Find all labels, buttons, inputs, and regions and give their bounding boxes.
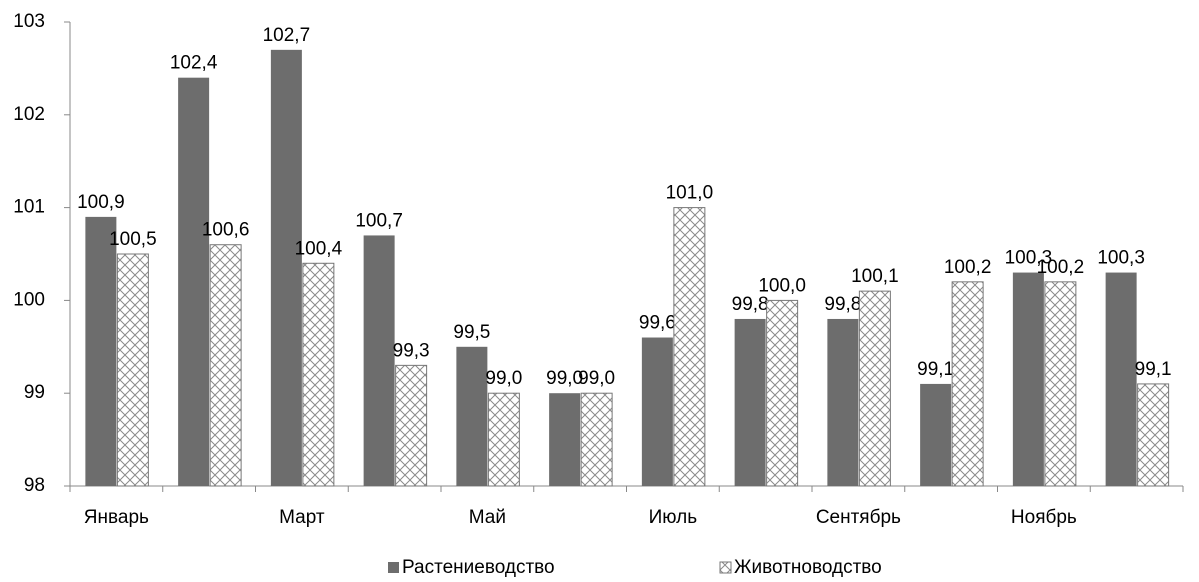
value-label: 99,0 [546, 368, 583, 389]
legend-label: Растениеводство [402, 557, 555, 578]
value-label: 99,0 [485, 368, 522, 389]
bar [1105, 272, 1137, 486]
y-tick-label: 100 [13, 289, 45, 310]
value-label: 100,3 [1097, 248, 1145, 269]
value-label: 100,0 [758, 275, 806, 296]
value-label: 100,2 [944, 257, 992, 278]
bar [456, 346, 488, 486]
y-tick-label: 99 [24, 382, 45, 403]
y-tick-label: 103 [13, 11, 45, 32]
value-label: 101,0 [666, 183, 714, 204]
value-label: 100,7 [355, 210, 403, 231]
value-label: 102,4 [170, 53, 218, 74]
bar [1137, 383, 1170, 487]
bar [951, 281, 984, 487]
y-tick-label: 101 [13, 197, 45, 218]
bar [549, 393, 581, 486]
bar [766, 299, 799, 487]
bar [116, 253, 149, 487]
bar [673, 207, 706, 487]
bar [734, 318, 766, 486]
x-tick-label: Сентябрь [816, 507, 901, 528]
value-label: 100,5 [109, 229, 157, 250]
bar [920, 383, 952, 486]
legend-swatch [388, 562, 399, 573]
value-label: 100,9 [77, 192, 125, 213]
bar [858, 290, 891, 487]
value-label: 99,1 [917, 359, 954, 380]
y-tick-label: 102 [13, 104, 45, 125]
x-tick-label: Май [469, 507, 506, 528]
bar [209, 244, 242, 487]
value-label: 102,7 [263, 25, 311, 46]
x-tick-label: Январь [84, 507, 149, 528]
value-label: 100,4 [295, 238, 343, 259]
y-tick-label: 98 [24, 475, 45, 496]
legend-swatch [719, 561, 732, 574]
value-label: 99,5 [453, 322, 490, 343]
bar [302, 262, 335, 487]
value-label: 99,8 [732, 294, 769, 315]
bar [580, 392, 613, 487]
value-label: 100,2 [1037, 257, 1085, 278]
bar [827, 318, 859, 486]
value-label: 99,0 [578, 368, 615, 389]
x-tick-label: Март [279, 507, 325, 528]
x-tick-label: Июль [649, 507, 698, 528]
value-label: 99,3 [393, 340, 430, 361]
bar [641, 337, 673, 486]
x-tick-label: Ноябрь [1011, 507, 1077, 528]
legend-label: Животноводство [734, 557, 882, 578]
value-label: 100,3 [1005, 248, 1053, 269]
value-label: 100,1 [851, 266, 899, 287]
value-label: 99,8 [824, 294, 861, 315]
bar [270, 49, 302, 487]
value-label: 99,6 [639, 313, 676, 334]
bar [85, 216, 117, 486]
value-label: 99,1 [1135, 359, 1172, 380]
bar [363, 235, 395, 486]
bar [1044, 281, 1077, 487]
value-label: 100,6 [202, 220, 250, 241]
bar [395, 364, 428, 487]
bar [1012, 272, 1044, 486]
bar [487, 392, 520, 487]
bar [178, 77, 210, 487]
